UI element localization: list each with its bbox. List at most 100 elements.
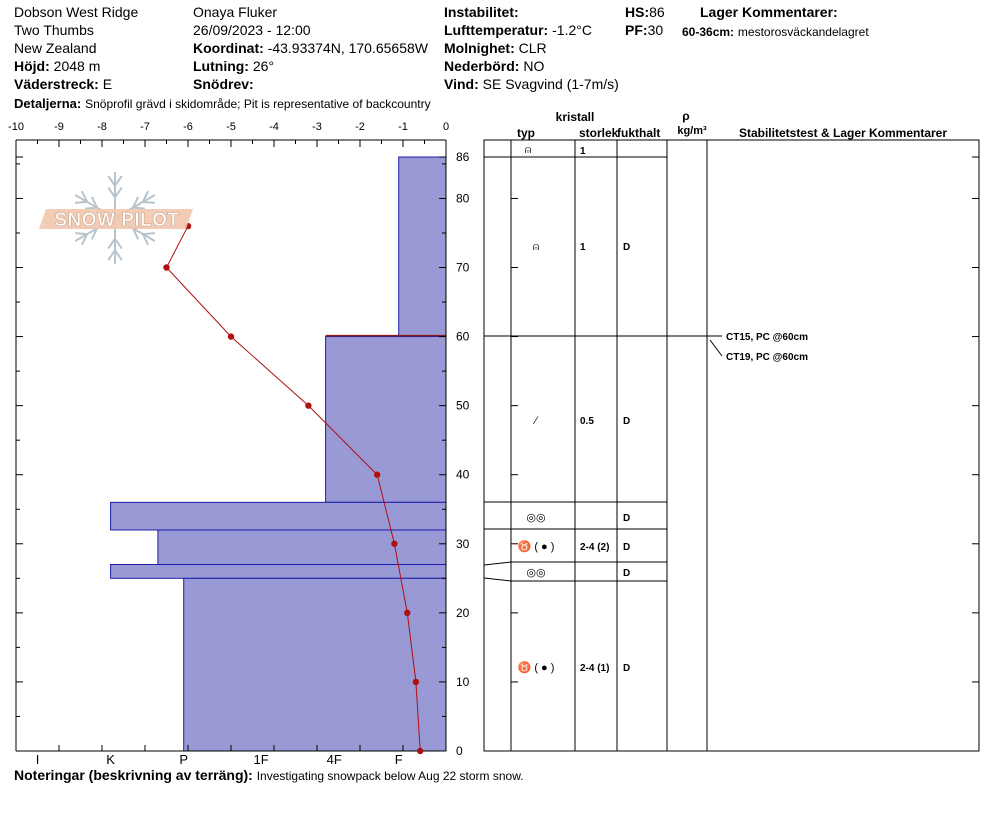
table-frame: [483, 139, 980, 752]
header-type: typ: [517, 126, 535, 140]
aspect-row: Väderstreck: E: [14, 76, 112, 92]
logo-wordmark: SNOW PILOT: [54, 210, 179, 231]
layer-type-symbol: ⁄: [532, 415, 539, 427]
stability-test-label: CT15, PC @60cm: [726, 332, 808, 343]
details-text: Snöprofil grävd i skidområde; Pit is rep…: [85, 97, 431, 111]
height-tick-label: 80: [456, 191, 470, 205]
temp-tick-label: -2: [355, 121, 365, 133]
height-tick-label: 50: [456, 399, 470, 413]
air-temp-label: Lufttemperatur:: [444, 22, 549, 38]
details-label: Detaljerna:: [14, 96, 82, 111]
aspect-value: E: [102, 76, 113, 92]
hardness-bar-1: [325, 336, 447, 503]
pf-value: 30: [647, 22, 664, 38]
temp-tick-label: -5: [226, 121, 236, 133]
observer-name: Onaya Fluker: [193, 4, 278, 20]
snowflake-branch: [90, 227, 98, 240]
temp-tick-label: -6: [183, 121, 193, 133]
stability-test-arrow: [709, 339, 723, 357]
snowflake-branch: [132, 196, 140, 209]
temperature-point: [417, 747, 424, 755]
snowflake-branch: [142, 200, 155, 204]
hardness-label: 1F: [254, 752, 269, 767]
notes-text: Investigating snowpack below Aug 22 stor…: [256, 769, 524, 783]
precip-row: Nederbörd: NO: [444, 58, 544, 74]
hardness-label: P: [179, 752, 188, 767]
hardness-label: 4F: [327, 752, 342, 767]
snowflake-branch: [114, 175, 123, 187]
snowflake-branch: [132, 206, 145, 210]
layer-size: 1: [580, 242, 586, 253]
hardness-bar-3: [157, 529, 447, 566]
header-moisture: fukthalt: [617, 126, 660, 140]
observation-datetime: 26/09/2023 - 12:00: [193, 22, 311, 38]
temperature-point: [404, 609, 411, 617]
height-connector: [483, 561, 512, 566]
layer-type-symbol: ♉ ( ● ): [518, 540, 555, 553]
hardness-bar-5: [183, 577, 447, 752]
header-crystal: kristall: [556, 110, 595, 124]
aspect-label: Väderstreck:: [14, 76, 99, 92]
hs-label: HS:: [625, 4, 650, 20]
temperature-point: [391, 540, 398, 547]
sky-label: Molnighet:: [444, 40, 515, 56]
temp-tick-label: 0: [443, 121, 449, 133]
sublocation-name: Two Thumbs: [14, 22, 94, 38]
hs-row: HS:86: [625, 4, 665, 20]
temp-tick-label: -7: [140, 121, 150, 133]
hardness-label: I: [36, 752, 40, 767]
wind-loading-label: Snödrev:: [193, 76, 254, 92]
pf-label: PF:: [625, 22, 648, 38]
layer-type-symbol: ⍝: [533, 241, 540, 253]
layer-comment-row: 60-36cm: mestorosväckandelagret: [682, 23, 869, 40]
precip-label: Nederbörd:: [444, 58, 520, 74]
snowflake-branch: [81, 233, 89, 246]
header-stability: Stabilitetstest & Lager Kommentarer: [739, 126, 947, 140]
coordinate-row: Koordinat: -43.93374N, 170.65658W: [193, 40, 428, 56]
stability-test-label: CT19, PC @60cm: [726, 352, 808, 363]
top-row-type: ⍝: [525, 144, 532, 156]
elevation-row: Höjd: 2048 m: [14, 58, 100, 74]
header-density-unit: kg/m³: [677, 125, 707, 137]
sky-value: CLR: [518, 40, 547, 56]
snowflake-branch: [81, 190, 89, 203]
chart-frame: -10 -9 -8 -7 -6 -5 -4 -3 -2 -1 0010203040506070808…: [8, 121, 470, 767]
hs-value: 86: [649, 4, 665, 20]
layer-comment-text: mestorosväckandelagret: [737, 25, 869, 39]
temperature-point: [163, 264, 170, 271]
snowflake-branch: [114, 186, 123, 198]
details-row: Detaljerna: Snöprofil grävd i skidområde…: [14, 95, 431, 112]
header-size: storlek: [579, 126, 619, 140]
temp-tick-label: -8: [97, 121, 107, 133]
temp-tick-label: -9: [54, 121, 64, 133]
wind-value: SE Svagvind (1-7m/s): [482, 76, 619, 92]
height-tick-label: 40: [456, 468, 470, 482]
layer-moisture: D: [623, 416, 630, 427]
temp-tick-label: -3: [312, 121, 322, 133]
temperature-profile: [163, 222, 424, 755]
layer-size: 2-4 (2): [580, 542, 609, 553]
snowflake-branch: [114, 249, 123, 261]
snowflake-branch: [107, 249, 116, 261]
air-temp-row: Lufttemperatur: -1.2°C: [444, 22, 592, 38]
layer-type-symbol: ♉ ( ● ): [518, 661, 555, 674]
layer-moisture: D: [623, 542, 630, 553]
instability-label: Instabilitet:: [444, 4, 519, 20]
snowflake-branch: [107, 238, 116, 250]
layer-comment-range: 60-36cm:: [682, 25, 735, 39]
snowflake-branch: [114, 238, 123, 250]
layer-type-symbol: ◎◎: [526, 567, 545, 579]
logo-banner: [39, 209, 193, 229]
layer-moisture: D: [623, 513, 630, 524]
wind-label: Vind:: [444, 76, 479, 92]
height-tick-label: 10: [456, 675, 470, 689]
temp-tick-label: -10: [8, 121, 24, 133]
temp-tick-label: -4: [269, 121, 279, 133]
snowflake-branch: [90, 196, 98, 209]
hardness-label: K: [106, 752, 115, 767]
temperature-point: [305, 402, 312, 409]
layer-moisture: D: [623, 242, 630, 253]
layer-comments-label: Lager Kommentarer:: [700, 4, 838, 20]
hardness-bar-2: [110, 501, 447, 531]
